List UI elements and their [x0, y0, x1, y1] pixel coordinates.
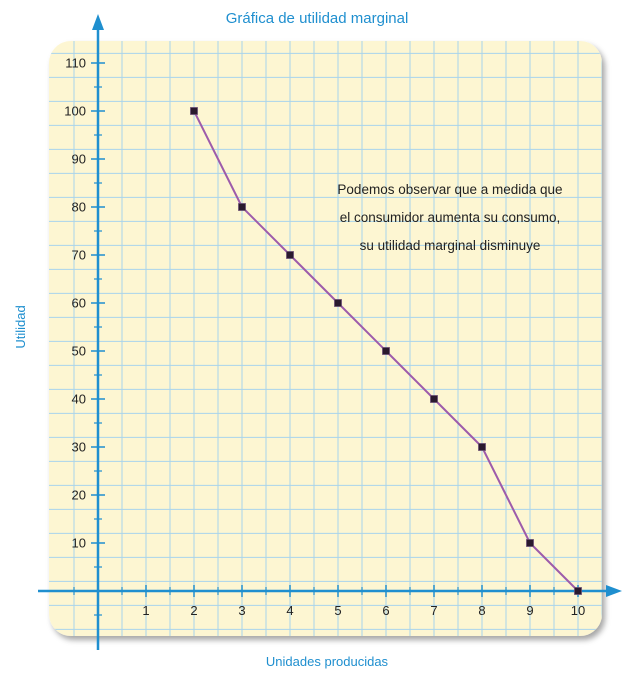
y-tick-label: 80: [72, 200, 86, 215]
x-tick-label: 5: [334, 603, 341, 618]
y-axis-arrow: [92, 14, 104, 30]
grid: [49, 41, 602, 636]
y-tick-label: 100: [64, 104, 86, 119]
data-point: [478, 443, 486, 451]
x-tick-label: 6: [382, 603, 389, 618]
data-point: [382, 347, 390, 355]
x-tick-label: 1: [142, 603, 149, 618]
data-point: [238, 203, 246, 211]
data-point: [190, 107, 198, 115]
axes: [38, 14, 622, 650]
chart-title: Gráfica de utilidad marginal: [226, 10, 409, 27]
data-point: [526, 539, 534, 547]
annotation-line-1: Podemos observar que a medida que: [337, 182, 562, 197]
data-point: [430, 395, 438, 403]
x-tick-label: 4: [286, 603, 293, 618]
y-tick-label: 60: [72, 296, 86, 311]
x-tick-label: 7: [430, 603, 437, 618]
y-tick-label: 10: [72, 536, 86, 551]
y-tick-label: 40: [72, 392, 86, 407]
y-axis-label: Utilidad: [13, 305, 28, 348]
y-tick-label: 70: [72, 248, 86, 263]
x-axis-arrow: [606, 585, 622, 597]
y-tick-label: 110: [65, 56, 86, 71]
annotation-line-3: su utilidad marginal disminuye: [360, 238, 541, 253]
data-points: [190, 107, 582, 595]
x-tick-label: 3: [238, 603, 245, 618]
annotation-line-2: el consumidor aumenta su consumo,: [340, 210, 561, 225]
data-point: [286, 251, 294, 259]
plot-panel: [49, 41, 602, 636]
x-axis-label: Unidades producidas: [266, 654, 389, 669]
x-tick-label: 9: [526, 603, 533, 618]
annotation: Podemos observar que a medida que el con…: [337, 182, 562, 253]
y-tick-label: 90: [72, 152, 86, 167]
y-tick-label: 50: [72, 344, 86, 359]
data-point: [334, 299, 342, 307]
x-tick-label: 2: [190, 603, 197, 618]
y-tick-label: 20: [72, 488, 86, 503]
ticks: 1 2 3 4 5 6 7 8 9 10 10 20 30 40 50 60 70 80 90 100 110: [64, 56, 585, 619]
x-tick-label: 8: [478, 603, 485, 618]
y-tick-label: 30: [72, 440, 86, 455]
data-point: [574, 587, 582, 595]
x-tick-label: 10: [571, 603, 585, 618]
